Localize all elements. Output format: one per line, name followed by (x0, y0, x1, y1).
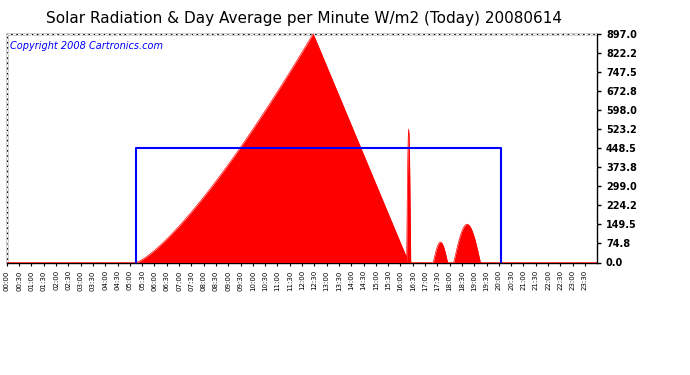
Text: Copyright 2008 Cartronics.com: Copyright 2008 Cartronics.com (10, 40, 163, 51)
Text: Solar Radiation & Day Average per Minute W/m2 (Today) 20080614: Solar Radiation & Day Average per Minute… (46, 11, 562, 26)
